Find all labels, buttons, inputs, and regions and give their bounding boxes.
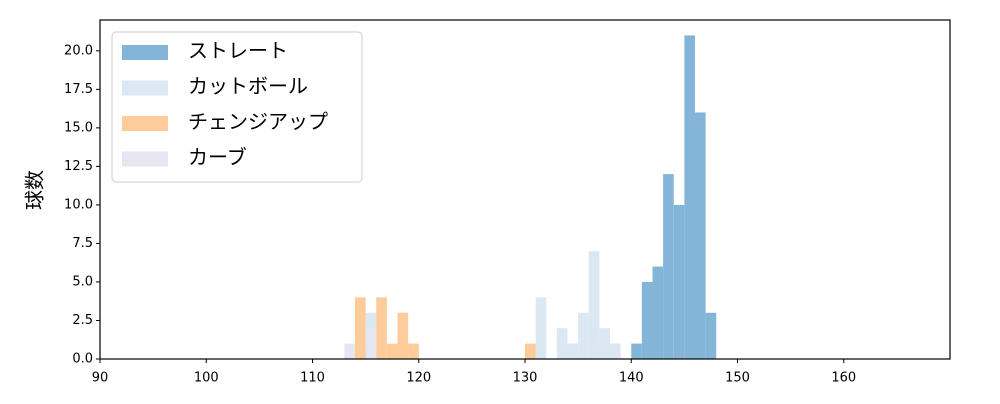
x-tick-label: 140 — [619, 371, 644, 386]
bar — [705, 312, 717, 359]
bar — [408, 343, 419, 359]
y-axis-label: 球数 — [23, 170, 47, 210]
bar — [663, 174, 674, 359]
x-tick-label: 90 — [92, 371, 109, 386]
x-tick-label: 130 — [513, 371, 538, 386]
bar — [599, 328, 610, 359]
bar — [355, 297, 366, 359]
y-tick-label: 17.5 — [64, 82, 93, 97]
legend-label: カーブ — [188, 145, 247, 169]
legend-label: ストレート — [188, 39, 288, 63]
bar — [386, 343, 398, 359]
x-tick-label: 110 — [300, 371, 325, 386]
bar — [525, 343, 536, 359]
bar — [588, 251, 600, 359]
y-tick-label: 0.0 — [72, 352, 93, 367]
x-tick-label: 100 — [194, 371, 219, 386]
bar — [567, 343, 579, 359]
x-tick-label: 160 — [831, 371, 856, 386]
bar — [631, 343, 642, 359]
legend-swatch — [122, 116, 168, 131]
legend-box — [111, 31, 363, 183]
bar — [695, 112, 706, 359]
bar — [376, 297, 387, 359]
bar — [344, 343, 355, 359]
legend-label: カットボール — [188, 74, 308, 98]
legend-swatch — [122, 151, 168, 167]
bar — [641, 281, 653, 359]
x-tick-label: 150 — [725, 371, 750, 386]
y-tick-label: 7.5 — [72, 236, 93, 251]
bar — [578, 312, 589, 359]
bar — [397, 312, 409, 359]
bar — [652, 266, 664, 359]
x-tick-label: 120 — [406, 371, 431, 386]
y-tick-label: 5.0 — [72, 274, 93, 289]
bar — [535, 297, 547, 359]
y-tick-label: 15.0 — [64, 120, 93, 135]
legend-swatch — [122, 80, 168, 96]
bar — [365, 328, 377, 359]
bar — [673, 204, 685, 359]
y-tick-label: 12.5 — [64, 159, 93, 174]
bar — [684, 35, 695, 360]
legend-label: チェンジアップ — [188, 110, 328, 134]
y-tick-label: 10.0 — [64, 197, 93, 212]
bar — [610, 343, 621, 359]
y-tick-label: 2.5 — [72, 313, 93, 328]
legend-swatch — [122, 45, 168, 60]
y-tick-label: 20.0 — [64, 43, 93, 58]
bar — [556, 328, 568, 359]
